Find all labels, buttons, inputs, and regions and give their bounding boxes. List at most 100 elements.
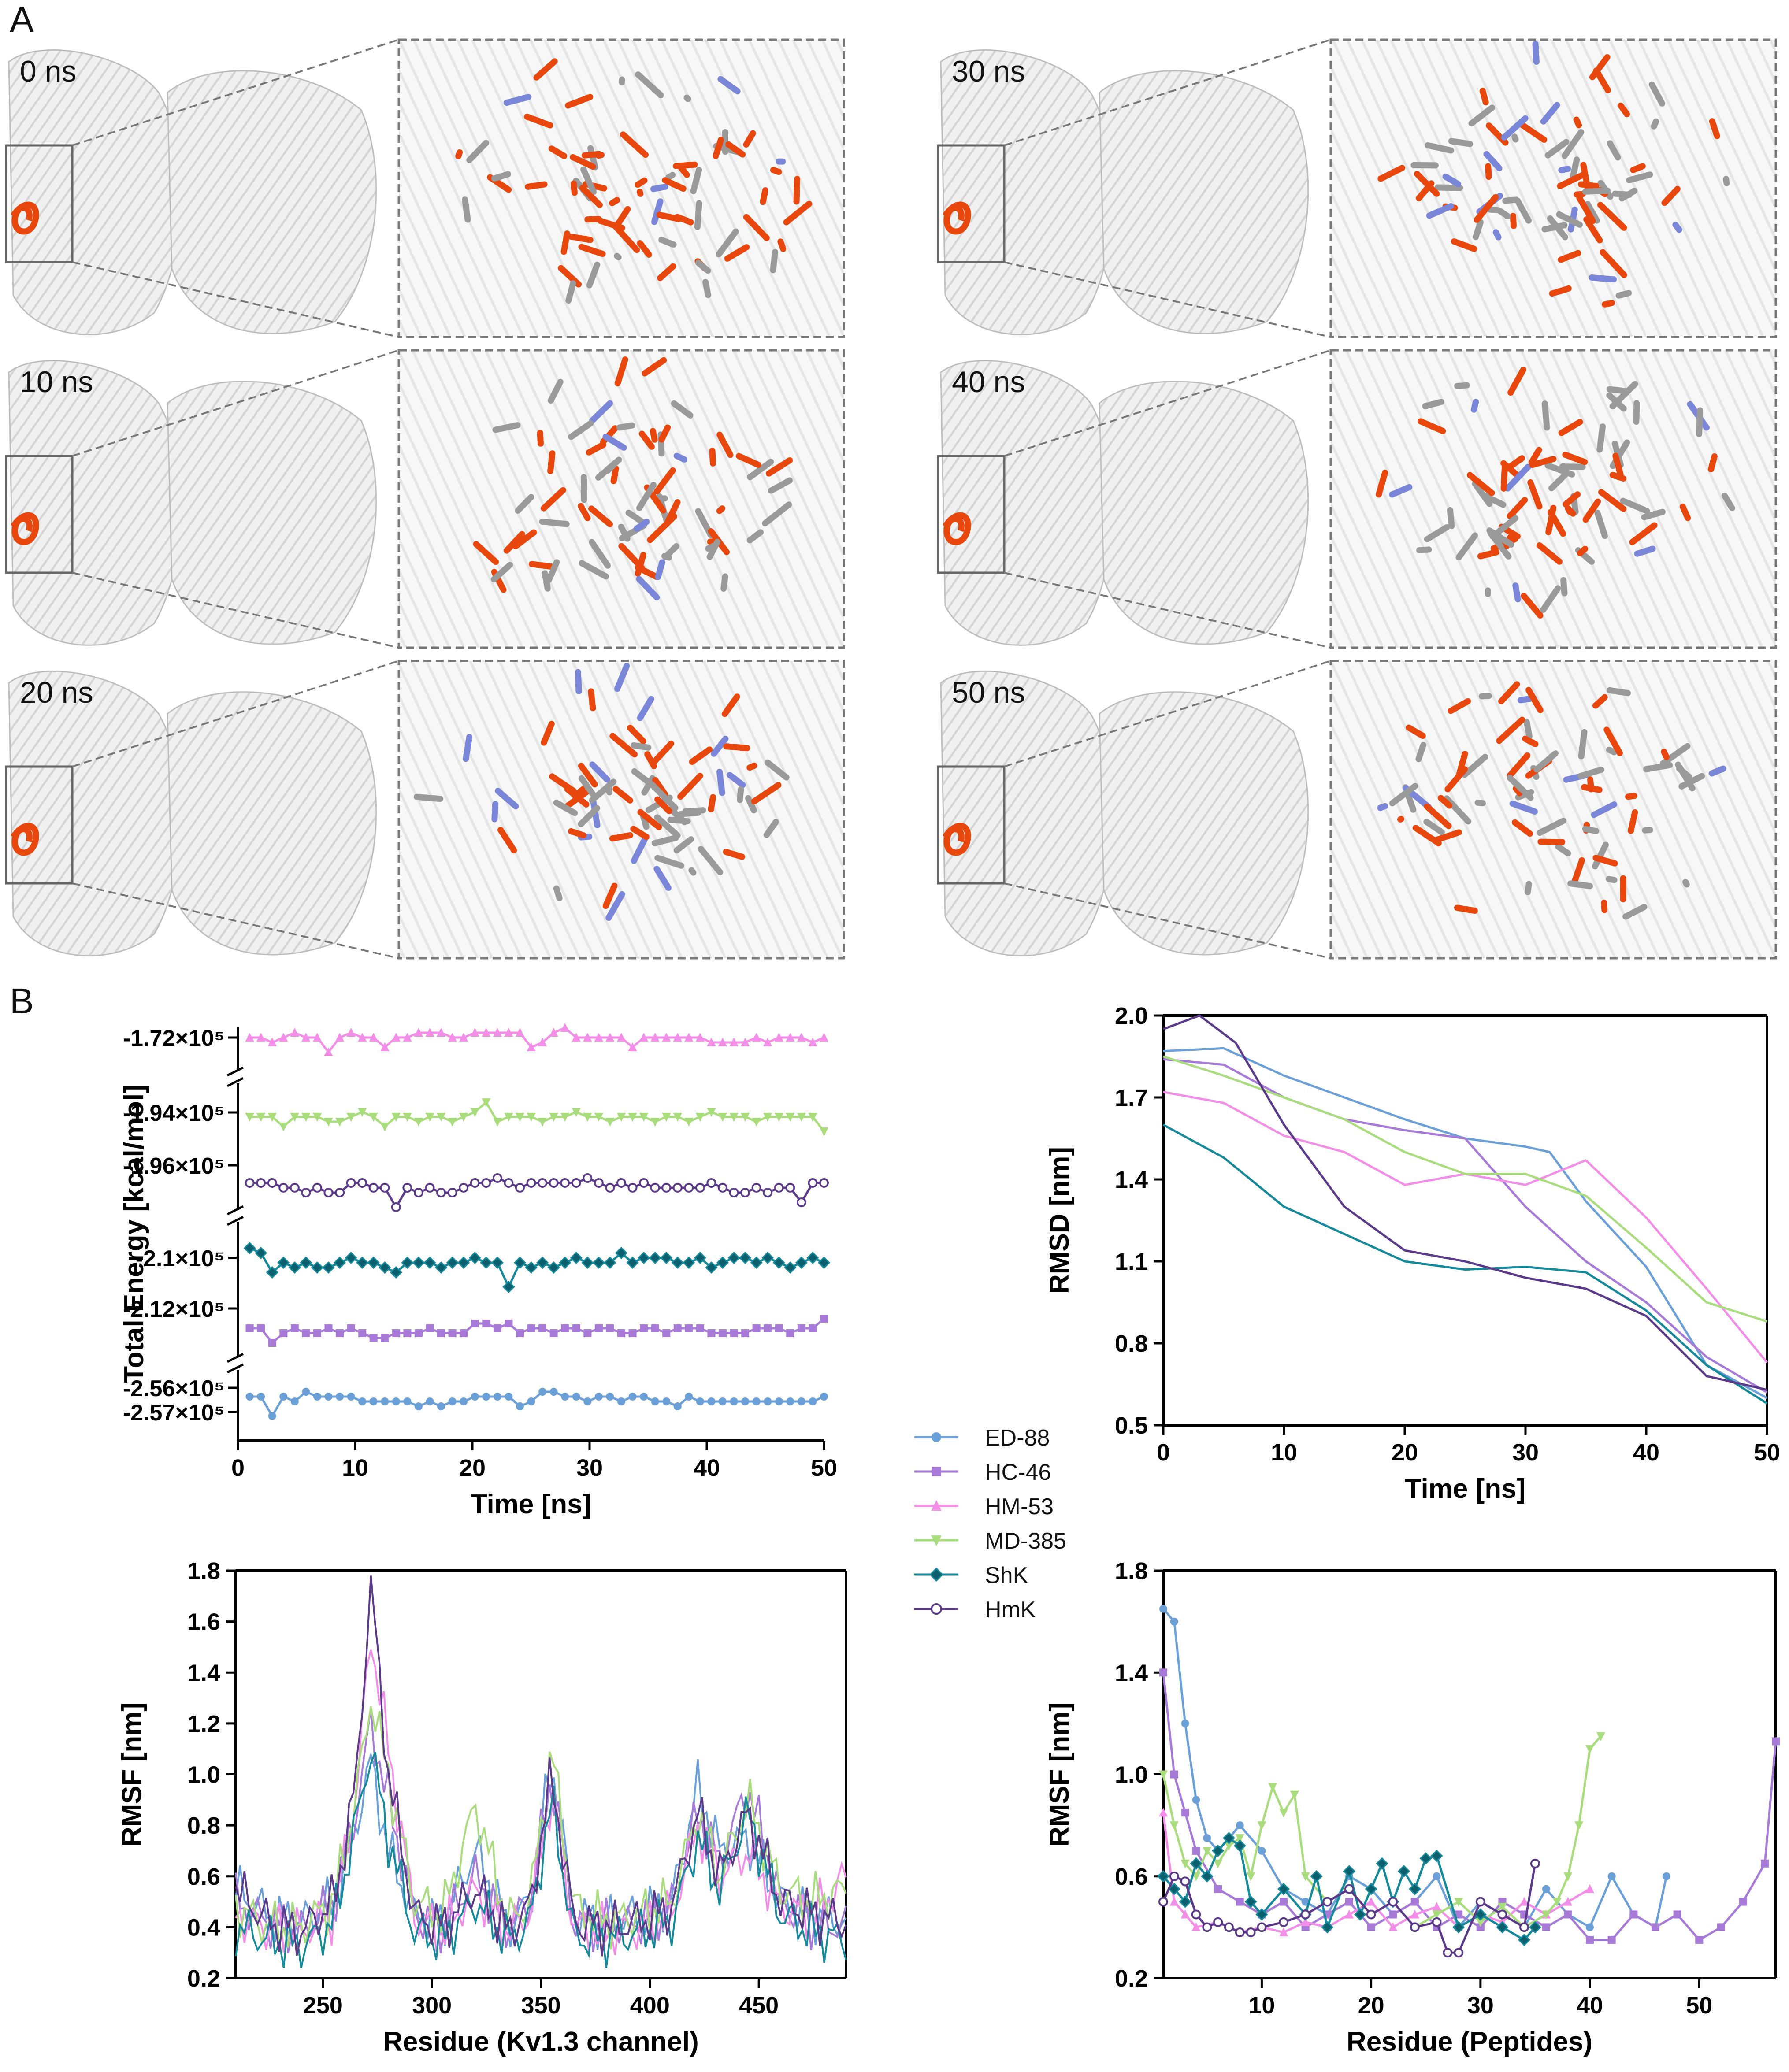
residue-stick xyxy=(630,826,650,840)
residue-stick xyxy=(1525,687,1544,713)
series-line-md-385 xyxy=(1163,1055,1767,1323)
residue-stick xyxy=(1577,767,1604,779)
residue-stick xyxy=(650,428,658,443)
channel-structure xyxy=(8,360,182,646)
residue-stick xyxy=(713,137,724,159)
y-tick-label: -2.1×10⁵ xyxy=(136,1246,225,1271)
data-point xyxy=(470,1108,479,1117)
data-point xyxy=(1476,1918,1485,1927)
x-tick-label: 30 xyxy=(1467,1992,1494,2019)
axis-break-mark xyxy=(226,1353,244,1363)
residue-stick xyxy=(1609,472,1627,482)
data-point xyxy=(470,1178,480,1188)
residue-stick xyxy=(1497,208,1511,219)
residue-stick xyxy=(1501,115,1529,141)
residue-stick xyxy=(589,539,611,569)
panel-a-label: A xyxy=(10,0,34,40)
residue-stick xyxy=(735,453,762,468)
residue-stick xyxy=(1468,104,1495,127)
residue-stick xyxy=(716,505,726,514)
residue-stick xyxy=(1502,196,1519,204)
y-tick-label: 1.1 xyxy=(1115,1249,1148,1275)
data-point xyxy=(662,1113,671,1122)
data-point xyxy=(628,1329,637,1337)
data-point xyxy=(313,1393,321,1401)
residue-stick xyxy=(588,505,613,527)
data-point xyxy=(639,1033,649,1042)
data-point xyxy=(819,1178,829,1188)
data-point xyxy=(1203,1834,1211,1842)
data-point xyxy=(1192,1846,1200,1855)
x-tick-label: 300 xyxy=(412,1992,452,2019)
residue-stick xyxy=(667,816,691,824)
residue-stick xyxy=(671,400,694,419)
data-point xyxy=(707,1329,716,1337)
residue-stick xyxy=(553,800,578,816)
residue-stick xyxy=(1545,504,1557,535)
residue-stick xyxy=(1451,238,1477,252)
data-point xyxy=(527,1324,535,1332)
data-point xyxy=(504,1028,513,1037)
data-point xyxy=(775,1324,783,1332)
data-point xyxy=(1169,1871,1179,1881)
residue-stick xyxy=(1555,843,1571,856)
data-point xyxy=(468,1251,481,1264)
data-point xyxy=(1410,1922,1420,1932)
residue-stick xyxy=(497,827,517,853)
y-tick-label: -1.94×10⁵ xyxy=(123,1101,225,1126)
data-point xyxy=(369,1397,378,1405)
data-point xyxy=(379,1261,391,1274)
residue-stick xyxy=(1615,290,1632,299)
y-tick-label: 1.8 xyxy=(1115,1558,1148,1584)
residue-stick xyxy=(1504,463,1531,492)
series-line-hc-46 xyxy=(1163,1058,1768,1394)
x-tick-label: 20 xyxy=(1392,1439,1418,1466)
residue-stick xyxy=(1558,419,1583,436)
snapshot-5: 50 ns xyxy=(937,660,1777,960)
residue-stick xyxy=(1486,527,1514,548)
residue-stick xyxy=(1582,826,1600,834)
data-point xyxy=(256,1033,266,1042)
residue-stick xyxy=(589,778,617,804)
data-point xyxy=(245,1393,254,1401)
series-line-hmk xyxy=(249,1177,824,1209)
data-point xyxy=(730,1329,738,1337)
data-point xyxy=(671,1256,684,1269)
data-point xyxy=(457,1256,470,1269)
data-point xyxy=(245,1324,254,1332)
data-point xyxy=(605,1183,615,1193)
residue-stick xyxy=(1622,904,1648,920)
data-point xyxy=(673,1402,682,1410)
residue-stick xyxy=(609,733,638,758)
data-point xyxy=(583,1033,592,1042)
data-point xyxy=(527,1397,535,1405)
residue-stick xyxy=(723,743,750,751)
data-point xyxy=(369,1113,378,1122)
residue-stick xyxy=(725,141,746,158)
residue-stick xyxy=(1594,510,1608,539)
data-point xyxy=(764,1324,772,1332)
residue-stick xyxy=(673,836,694,854)
data-point xyxy=(1529,1921,1542,1934)
x-tick-label: 30 xyxy=(576,1455,603,1481)
data-point xyxy=(661,1183,672,1193)
series-line-hmk xyxy=(235,1575,847,1957)
data-point xyxy=(470,1028,479,1037)
residue-stick xyxy=(1537,818,1566,836)
residue-stick xyxy=(1576,195,1596,224)
data-point xyxy=(628,1113,637,1122)
residue-stick xyxy=(651,834,679,846)
data-point xyxy=(741,1397,750,1405)
residue-stick xyxy=(644,751,657,769)
residue-stick xyxy=(1592,855,1618,867)
axis-break-mark xyxy=(226,1363,244,1374)
zoom-guide-line xyxy=(72,261,399,338)
data-point xyxy=(594,1324,603,1332)
data-point xyxy=(267,1178,277,1188)
channel-structure xyxy=(8,49,182,335)
residue-stick xyxy=(612,786,633,804)
data-point xyxy=(538,1388,547,1396)
data-point xyxy=(1454,1948,1464,1958)
data-point xyxy=(1180,1859,1190,1868)
residue-stick xyxy=(1557,171,1586,189)
